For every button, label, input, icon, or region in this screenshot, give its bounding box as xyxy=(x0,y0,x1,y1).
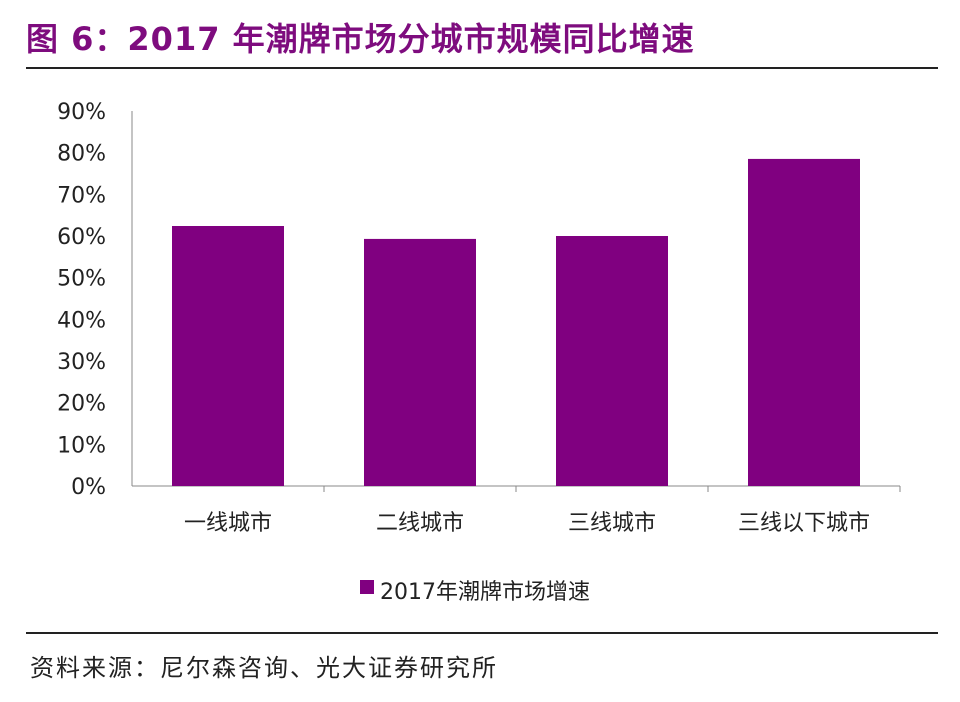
y-tick-label: 20% xyxy=(57,392,106,417)
y-tick-label: 70% xyxy=(57,183,106,208)
legend-swatch xyxy=(360,580,374,594)
bar xyxy=(748,158,860,486)
source-rule xyxy=(26,632,938,634)
y-tick-label: 90% xyxy=(57,100,106,125)
category-label: 三线城市 xyxy=(568,511,656,536)
category-label: 二线城市 xyxy=(376,511,464,536)
source-note: 资料来源：尼尔森咨询、光大证券研究所 xyxy=(30,654,498,682)
category-label: 三线以下城市 xyxy=(738,511,870,536)
chart-title: 图 6：2017 年潮牌市场分城市规模同比增速 xyxy=(26,20,695,58)
legend-label: 2017年潮牌市场增速 xyxy=(380,580,590,605)
y-tick-label: 60% xyxy=(57,225,106,250)
y-tick-label: 30% xyxy=(57,350,106,375)
y-tick-label: 40% xyxy=(57,308,106,333)
y-tick-label: 80% xyxy=(57,142,106,167)
bar xyxy=(172,226,284,486)
category-label: 一线城市 xyxy=(184,511,272,536)
y-tick-label: 0% xyxy=(71,475,106,500)
bar xyxy=(556,236,668,486)
y-tick-label: 50% xyxy=(57,267,106,292)
bar xyxy=(364,238,476,486)
title-rule xyxy=(26,67,938,69)
y-tick-label: 10% xyxy=(57,433,106,458)
